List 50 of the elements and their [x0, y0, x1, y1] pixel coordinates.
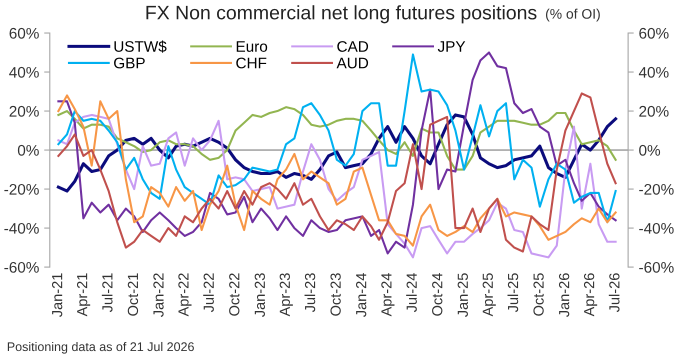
y-tick-label: -20% [4, 184, 39, 195]
chart-subtitle: (% of OI) [546, 8, 600, 22]
x-tick-label: Apr-22 [178, 273, 192, 316]
y2-tick-label: -40% [639, 222, 674, 234]
line-series [57, 106, 617, 171]
legend-label: AUD [336, 58, 368, 68]
x-tick-label: Apr-25 [482, 273, 496, 316]
x-tick-label: Jan-22 [153, 273, 164, 318]
x-tick-label: Jul-24 [406, 273, 417, 312]
y-tick-label: 60% [10, 28, 39, 39]
x-tick-label: Jan-25 [458, 273, 468, 318]
x-tick-label: Jul-21 [102, 273, 113, 312]
x-tick-label: Oct-24 [432, 273, 442, 316]
y2-tick-label: -20% [639, 184, 674, 195]
y-tick-label: -60% [4, 262, 39, 273]
x-tick-label: Jul-25 [507, 273, 518, 312]
x-tick-label: Jan-24 [356, 273, 366, 318]
x-tick-label: Oct-23 [330, 273, 341, 316]
text: Positioning data as of 21 Jul 2026 [8, 342, 194, 354]
y-tick-label: 20% [10, 106, 39, 117]
x-tick-label: Oct-22 [229, 273, 240, 316]
x-tick-label: Jan-26 [558, 273, 570, 318]
y-tick-label: 40% [9, 66, 39, 78]
x-tick-label: Jan-21 [52, 273, 62, 318]
x-tick-label: Apr-23 [280, 273, 293, 316]
x-tick-label: Apr-26 [584, 273, 598, 316]
legend-label: Euro [236, 41, 268, 52]
chart-title: FX Non commercial net long futures positions [146, 5, 536, 24]
y2-tick-label: 60% [639, 28, 669, 39]
y2-tick-label: 40% [638, 66, 669, 78]
x-tick-label: Oct-25 [533, 273, 544, 316]
legend-label: JPY [438, 41, 466, 52]
y-tick-label: -40% [4, 222, 39, 234]
line-series [57, 51, 617, 254]
legend-label: USTW$ [114, 40, 167, 53]
x-tick-label: Jul-23 [304, 273, 316, 312]
x-tick-label: Apr-21 [76, 273, 90, 316]
x-tick-label: Apr-24 [381, 273, 394, 316]
legend-label: CHF [236, 58, 266, 68]
legend-label: GBP [114, 58, 145, 68]
x-tick-label: Jul-26 [608, 273, 620, 312]
x-tick-label: Jan-23 [254, 273, 265, 318]
y2-tick-label: -60% [639, 262, 674, 273]
x-tick-label: Oct-21 [128, 273, 138, 316]
legend-label: CAD [337, 41, 368, 52]
x-tick-label: Jul-22 [203, 273, 214, 312]
y-tick-label: 0% [18, 144, 39, 156]
y2-tick-label: 0% [639, 144, 660, 156]
y2-tick-label: 20% [639, 106, 669, 117]
line-series [57, 114, 617, 258]
